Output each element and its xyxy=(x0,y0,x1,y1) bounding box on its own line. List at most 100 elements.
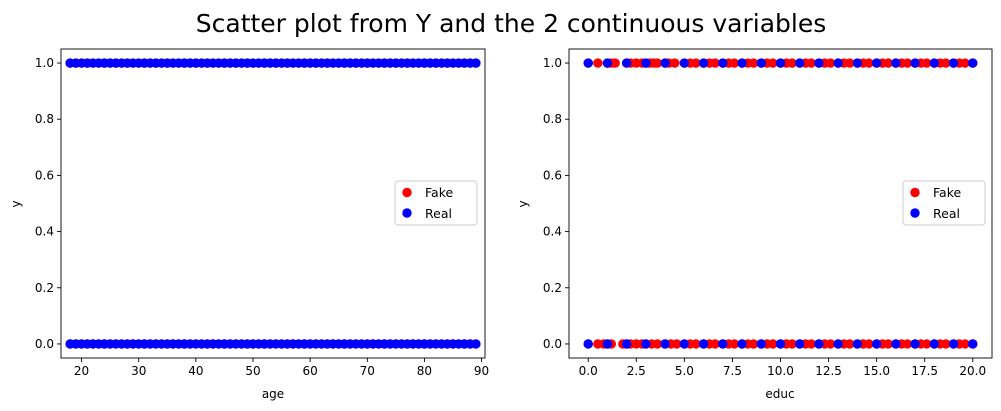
y-tick-label: 0.4 xyxy=(35,225,54,239)
y-tick-label: 0.2 xyxy=(543,281,562,295)
point-fake xyxy=(768,58,778,68)
legend-label-real: Real xyxy=(933,206,960,221)
point-real xyxy=(948,58,959,68)
point-real xyxy=(718,58,728,68)
x-tick-label: 50 xyxy=(245,364,260,378)
y-tick-label: 1.0 xyxy=(35,56,54,70)
point-fake xyxy=(921,339,932,349)
x-tick-label: 7.5 xyxy=(723,364,742,378)
point-fake xyxy=(845,58,855,68)
point-fake xyxy=(652,339,663,349)
point-real xyxy=(948,339,959,349)
point-real xyxy=(621,58,632,68)
point-fake xyxy=(671,339,682,349)
point-real xyxy=(852,58,863,68)
point-fake xyxy=(902,339,913,349)
legend-right: Fake Real xyxy=(902,180,986,226)
point-fake xyxy=(864,339,874,349)
point-real xyxy=(871,58,882,68)
point-real xyxy=(583,339,593,349)
x-tick-label: 40 xyxy=(188,364,203,378)
x-tick-label: 20 xyxy=(74,364,89,378)
data-points xyxy=(65,58,481,349)
point-fake xyxy=(921,58,932,68)
x-tick-label: 2.5 xyxy=(627,364,646,378)
y-tick-label: 0.2 xyxy=(35,281,54,295)
x-axis-label-age: age xyxy=(262,387,284,401)
point-fake xyxy=(652,58,663,68)
legend-fake-marker xyxy=(402,187,412,198)
axes-frame xyxy=(60,48,486,359)
point-real xyxy=(833,58,843,68)
data-points xyxy=(583,58,978,349)
point-real xyxy=(852,339,863,349)
point-real xyxy=(756,58,766,68)
legend-frame xyxy=(394,180,478,226)
x-tick-label: 70 xyxy=(360,364,375,378)
point-fake xyxy=(960,58,970,68)
legend-fake-marker xyxy=(910,187,920,198)
point-fake xyxy=(593,58,603,68)
point-fake xyxy=(729,339,740,349)
point-real xyxy=(602,339,613,349)
y-tick-label: 0.6 xyxy=(35,168,54,182)
point-fake xyxy=(787,339,797,349)
point-fake xyxy=(670,58,680,68)
y-tick-label: 0.0 xyxy=(543,337,562,351)
point-real xyxy=(968,58,978,68)
x-tick-label: 5.0 xyxy=(675,364,694,378)
point-fake xyxy=(883,339,893,349)
point-real xyxy=(698,58,709,68)
point-fake xyxy=(768,339,778,349)
point-fake xyxy=(845,339,855,349)
point-fake xyxy=(610,58,620,68)
educ-scatter-panel: educ y Fake Real 0.0 2.5 5.0 7.5 10.0 12.5 15.… xyxy=(516,48,993,401)
figure-title: Scatter plot from Y and the 2 continuous… xyxy=(196,9,826,38)
point-real xyxy=(891,339,901,349)
y-tick-label: 0.0 xyxy=(35,337,54,351)
y-axis-label-right: y xyxy=(516,200,530,207)
x-tick-label: 12.5 xyxy=(815,364,842,378)
point-fake xyxy=(825,339,836,349)
y-axis-label-left: y xyxy=(9,200,23,207)
point-fake xyxy=(806,58,816,68)
point-fake xyxy=(883,58,893,68)
series-real xyxy=(583,58,978,349)
x-tick-label: 17.5 xyxy=(911,364,938,378)
point-real xyxy=(679,58,690,68)
legend-frame xyxy=(902,180,986,226)
point-real xyxy=(471,58,481,68)
x-tick-label: 15.0 xyxy=(863,364,890,378)
legend-left: Fake Real xyxy=(394,180,478,226)
point-real xyxy=(910,58,920,68)
point-real xyxy=(641,339,651,349)
point-real xyxy=(929,339,940,349)
point-real xyxy=(698,339,709,349)
point-real xyxy=(795,339,805,349)
y-tick-label: 0.6 xyxy=(543,168,562,182)
point-fake xyxy=(960,339,970,349)
point-real xyxy=(621,339,632,349)
point-real xyxy=(871,339,882,349)
x-tick-label: 60 xyxy=(303,364,318,378)
point-fake xyxy=(748,58,759,68)
point-real xyxy=(471,339,481,349)
point-real xyxy=(583,58,593,68)
x-tick-label: 90 xyxy=(474,364,489,378)
x-tick-label: 30 xyxy=(131,364,146,378)
point-fake xyxy=(787,58,797,68)
point-fake xyxy=(864,58,874,68)
point-fake xyxy=(825,58,836,68)
point-fake xyxy=(691,58,701,68)
point-fake xyxy=(729,58,740,68)
legend-real-marker xyxy=(402,208,412,218)
point-real xyxy=(756,339,766,349)
y-tick-label: 0.4 xyxy=(543,225,562,239)
y-tick-label: 0.8 xyxy=(35,112,54,126)
point-real xyxy=(660,58,670,68)
point-real xyxy=(968,339,978,349)
point-real xyxy=(775,339,786,349)
age-scatter-panel: age y Fake Real 20 30 40 50 60 70 80 90 0.0 0.2 0.… xyxy=(9,48,489,401)
point-real xyxy=(775,58,786,68)
